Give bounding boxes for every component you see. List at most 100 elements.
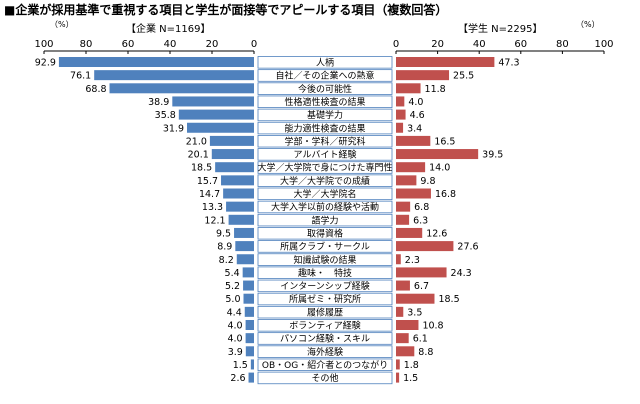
chart-row: 4.4 履修履歴 3.5	[227, 305, 422, 319]
category-label: ボランティア経験	[289, 320, 360, 332]
chart-row: 92.9 人柄 47.3	[35, 56, 520, 69]
company-bar	[228, 214, 254, 225]
category-box	[257, 174, 393, 187]
student-value-label: 3.5	[407, 307, 422, 318]
category-box	[257, 227, 393, 240]
student-value-label: 4.6	[410, 110, 425, 121]
chart-row: 5.0 所属ゼミ・研究所 18.5	[225, 292, 460, 306]
chart-row: 5.2 インターンシップ経験 6.7	[225, 279, 429, 293]
student-value-label: 10.8	[422, 321, 443, 332]
category-box	[257, 148, 393, 161]
category-label: 大学入学以前の経験や活動	[271, 201, 379, 213]
company-bar	[243, 293, 254, 304]
category-box	[257, 279, 393, 293]
category-label: OB・OG・紹介者とのつながり	[262, 359, 388, 371]
student-bar	[396, 83, 421, 94]
right-tick-label: 60	[514, 39, 527, 50]
student-bar	[396, 267, 447, 278]
left-unit-label: （%）	[50, 20, 74, 29]
chart-row: 76.1 自社／その企業への熱意 25.5	[70, 69, 474, 82]
category-label: 所属クラブ・サークル	[280, 241, 370, 253]
student-value-label: 8.8	[418, 347, 433, 358]
chart-row: 38.9 性格適性検査の結果 4.0	[148, 95, 423, 108]
right-tick-label: 20	[431, 39, 444, 50]
company-bar	[58, 57, 254, 67]
company-value-label: 4.4	[227, 307, 242, 318]
company-value-label: 8.2	[219, 255, 234, 266]
company-value-label: 21.0	[186, 136, 207, 147]
company-value-label: 5.2	[225, 281, 240, 292]
company-bar	[226, 201, 254, 212]
chart-row: 8.2 知識試験の結果 2.3	[219, 253, 420, 266]
student-bar	[396, 241, 454, 252]
right-unit-label: （%）	[576, 20, 600, 29]
student-bar	[396, 320, 419, 330]
student-value-label: 14.0	[429, 163, 450, 174]
right-tick-label: 100	[594, 39, 613, 50]
company-value-label: 8.9	[217, 242, 232, 253]
student-value-label: 9.8	[420, 176, 435, 187]
category-label: 大学／大学院で身につけた専門性	[257, 162, 392, 174]
company-value-label: 12.1	[204, 215, 225, 226]
student-value-label: 47.3	[498, 58, 519, 69]
student-value-label: 4.0	[408, 97, 423, 108]
right-tick-label: 40	[473, 39, 486, 50]
student-value-label: 6.8	[414, 202, 429, 213]
company-bar	[221, 175, 254, 186]
student-bar	[396, 162, 426, 173]
chart-row: 9.5 取得資格 12.6	[216, 227, 447, 240]
legend-student: 【学生 N=2295】	[458, 22, 543, 35]
student-bar	[396, 135, 431, 146]
student-bar	[396, 57, 495, 67]
student-value-label: 11.8	[425, 84, 446, 95]
student-bar	[396, 359, 400, 370]
category-label: 今後の可能性	[298, 83, 352, 95]
category-box	[257, 134, 393, 148]
category-label: 所属ゼミ・研究所	[289, 293, 361, 305]
student-bar	[396, 254, 401, 265]
category-label: 取得資格	[307, 227, 343, 239]
chart-row: 13.3 大学入学以前の経験や活動 6.8	[202, 200, 429, 214]
category-label: 履修履歴	[307, 306, 343, 318]
right-tick-label: 80	[556, 39, 569, 50]
company-bar	[242, 267, 254, 278]
company-bar	[211, 149, 254, 160]
student-value-label: 6.1	[413, 334, 428, 345]
student-value-label: 3.4	[407, 123, 422, 134]
category-label: 能力適性検査の結果	[284, 122, 365, 134]
student-bar	[396, 188, 431, 199]
category-label: 大学／大学院での成績	[280, 175, 370, 187]
category-box	[257, 56, 393, 69]
category-box	[257, 213, 393, 227]
company-bar	[245, 346, 254, 357]
category-label: その他	[311, 372, 338, 384]
student-bar	[396, 214, 410, 225]
left-tick-label: 100	[34, 39, 53, 50]
chart-row: 21.0 学部・学科／研究科 16.5	[186, 134, 455, 148]
company-bar	[245, 333, 254, 344]
category-box	[257, 253, 393, 266]
student-bar	[396, 346, 415, 357]
company-value-label: 5.4	[225, 268, 240, 279]
student-bar	[396, 109, 406, 120]
student-bar	[396, 149, 479, 160]
company-bar	[215, 162, 254, 173]
company-value-label: 2.6	[230, 373, 245, 384]
company-value-label: 20.1	[188, 150, 209, 161]
company-value-label: 18.5	[191, 163, 212, 174]
category-box	[257, 161, 393, 174]
category-box	[257, 82, 393, 95]
company-value-label: 15.7	[197, 176, 218, 187]
company-bar	[209, 135, 254, 146]
chart-row: 12.1 語学力 6.3	[204, 213, 428, 227]
company-value-label: 5.0	[225, 294, 240, 305]
student-value-label: 6.7	[414, 281, 429, 292]
chart-row: 18.5 大学／大学院で身につけた専門性 14.0	[191, 161, 450, 174]
category-box	[257, 187, 393, 201]
company-bar	[250, 359, 254, 370]
chart-row: 4.0 ボランティア経験 10.8	[227, 319, 444, 332]
left-tick-label: 80	[80, 39, 93, 50]
company-value-label: 76.1	[70, 71, 91, 82]
company-bar	[178, 109, 254, 120]
category-label: 知識試験の結果	[293, 254, 356, 266]
